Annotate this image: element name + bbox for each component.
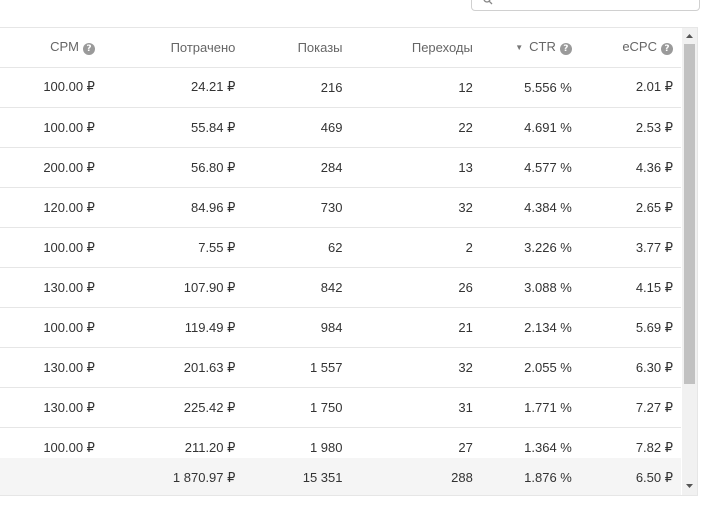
cell-clicks: 22 [342, 107, 473, 148]
cell-ctr: 4.577 % [472, 147, 572, 188]
cell-ecpc: 6.30 ₽ [571, 347, 681, 388]
cell-cpm: 200.00 ₽ [0, 147, 95, 188]
cell-clicks: 27 [458, 440, 473, 456]
cell-spent: 7.55 ₽ [94, 227, 236, 268]
cell-clicks: 32 [342, 187, 473, 228]
cell-ecpc: 2.01 ₽ [571, 67, 681, 108]
table-row[interactable]: 120.00 ₽84.96 ₽730 32 4.384 % 2.65 ₽ [0, 187, 681, 228]
cell-ctr: 2.134 % [472, 307, 572, 348]
cell-cpm: 100.00 ₽ [43, 439, 95, 455]
cell-clicks: 13 [342, 147, 473, 188]
table-body: 100.00 ₽24.21 ₽216 12 5.556 % 2.01 ₽100.00 … [0, 67, 697, 459]
scroll-up-icon[interactable] [682, 29, 697, 43]
column-header-spent[interactable]: Потрачено [94, 28, 236, 68]
cell-cpm: 120.00 ₽ [0, 187, 95, 228]
cell-ecpc: 7.27 ₽ [571, 387, 681, 428]
cell-impressions: 216 [235, 67, 343, 108]
cell-spent: 201.63 ₽ [94, 347, 236, 388]
cell-spent: 84.96 ₽ [94, 187, 236, 228]
cell-spent: 211.20 ₽ [184, 439, 236, 455]
table-header: CPM? Потрачено Показы Переходы ▼ CTR? eCP… [0, 28, 681, 68]
cell-ctr: 1.364 % [524, 440, 572, 456]
cell-ctr: 4.691 % [472, 107, 572, 148]
cell-spent: 24.21 ₽ [94, 67, 236, 108]
table-row[interactable]: 130.00 ₽225.42 ₽1 750 31 1.771 % 7.27 ₽ [0, 387, 681, 428]
help-icon[interactable]: ? [82, 43, 95, 56]
help-icon[interactable]: ? [661, 43, 673, 56]
total-ctr: 1.876 % [524, 470, 572, 485]
cell-cpm: 100.00 ₽ [0, 107, 95, 148]
stats-table: CPM? Потрачено Показы Переходы ▼ CTR? eCP… [0, 27, 698, 496]
total-cpm [0, 458, 95, 495]
cell-spent: 56.80 ₽ [94, 147, 236, 188]
cell-cpm: 130.00 ₽ [0, 267, 95, 308]
cell-clicks: 26 [342, 267, 473, 308]
column-header-cpm[interactable]: CPM? [0, 28, 95, 68]
vertical-scrollbar[interactable] [682, 28, 697, 495]
sort-desc-icon: ▼ [515, 43, 524, 53]
table-row[interactable]: 100.00 ₽119.49 ₽984 21 2.134 % 5.69 ₽ [0, 307, 681, 348]
cell-clicks: 32 [342, 347, 473, 388]
cell-impressions: 730 [235, 187, 343, 228]
cell-ctr: 4.384 % [472, 187, 572, 228]
table-row[interactable]: 100.00 ₽55.84 ₽469 22 4.691 % 2.53 ₽ [0, 107, 681, 148]
table-row[interactable]: 100.00 ₽7.55 ₽62 2 3.226 % 3.77 ₽ [0, 227, 681, 268]
table-totals-row: 1 870.97 ₽ 15 351 288 1.876 % 6.50 ₽ [0, 458, 681, 495]
cell-impressions: 284 [235, 147, 343, 188]
table-row[interactable]: 200.00 ₽56.80 ₽284 13 4.577 % 4.36 ₽ [0, 147, 681, 188]
cell-impressions: 1 557 [235, 347, 343, 388]
help-icon[interactable]: ? [559, 43, 572, 56]
cell-spent: 225.42 ₽ [94, 387, 236, 428]
search-input[interactable] [471, 0, 700, 11]
cell-cpm: 100.00 ₽ [0, 67, 95, 108]
cell-cpm: 100.00 ₽ [0, 307, 95, 348]
cell-ecpc: 2.65 ₽ [571, 187, 681, 228]
cell-ctr: 1.771 % [472, 387, 572, 428]
cell-ecpc: 7.82 ₽ [635, 439, 673, 455]
cell-spent: 55.84 ₽ [94, 107, 236, 148]
cell-ctr: 3.088 % [472, 267, 572, 308]
cell-cpm: 130.00 ₽ [0, 387, 95, 428]
cell-impressions: 62 [235, 227, 343, 268]
table-row[interactable]: 100.00 ₽24.21 ₽216 12 5.556 % 2.01 ₽ [0, 67, 681, 108]
cell-clicks: 31 [342, 387, 473, 428]
cell-ecpc: 4.15 ₽ [571, 267, 681, 308]
table-row[interactable]: 130.00 ₽107.90 ₽842 26 3.088 % 4.15 ₽ [0, 267, 681, 308]
cell-ecpc: 2.53 ₽ [571, 107, 681, 148]
cell-cpm: 100.00 ₽ [0, 227, 95, 268]
cell-spent: 107.90 ₽ [94, 267, 236, 308]
column-header-clicks[interactable]: Переходы [342, 28, 473, 68]
cell-spent: 119.49 ₽ [94, 307, 236, 348]
cell-impressions: 469 [235, 107, 343, 148]
cell-clicks: 21 [342, 307, 473, 348]
cell-impressions: 1 750 [235, 387, 343, 428]
column-header-impressions[interactable]: Показы [235, 28, 343, 68]
cell-ecpc: 3.77 ₽ [571, 227, 681, 268]
total-clicks: 288 [451, 470, 473, 485]
cell-ctr: 5.556 % [472, 67, 572, 108]
cell-ecpc: 5.69 ₽ [571, 307, 681, 348]
scrollbar-thumb[interactable] [684, 44, 695, 384]
cell-ecpc: 4.36 ₽ [571, 147, 681, 188]
total-impressions: 15 351 [302, 470, 343, 485]
cell-impressions: 1 980 [309, 440, 343, 456]
cell-impressions: 984 [235, 307, 343, 348]
column-header-ecpc[interactable]: eCPC? [571, 28, 681, 68]
total-ecpc: 6.50 ₽ [635, 469, 673, 485]
table-row[interactable]: 100.00 ₽ 211.20 ₽ 1 980 27 1.364 % 7.82 ₽ [0, 428, 681, 459]
cell-ctr: 3.226 % [472, 227, 572, 268]
search-icon [483, 0, 493, 5]
scroll-down-icon[interactable] [682, 479, 697, 493]
cell-ctr: 2.055 % [472, 347, 572, 388]
cell-impressions: 842 [235, 267, 343, 308]
total-spent: 1 870.97 ₽ [172, 469, 236, 485]
column-header-ctr[interactable]: ▼ CTR? [472, 28, 572, 68]
table-row[interactable]: 130.00 ₽201.63 ₽1 557 32 2.055 % 6.30 ₽ [0, 347, 681, 388]
cell-clicks: 12 [342, 67, 473, 108]
cell-cpm: 130.00 ₽ [0, 347, 95, 388]
cell-clicks: 2 [342, 227, 473, 268]
